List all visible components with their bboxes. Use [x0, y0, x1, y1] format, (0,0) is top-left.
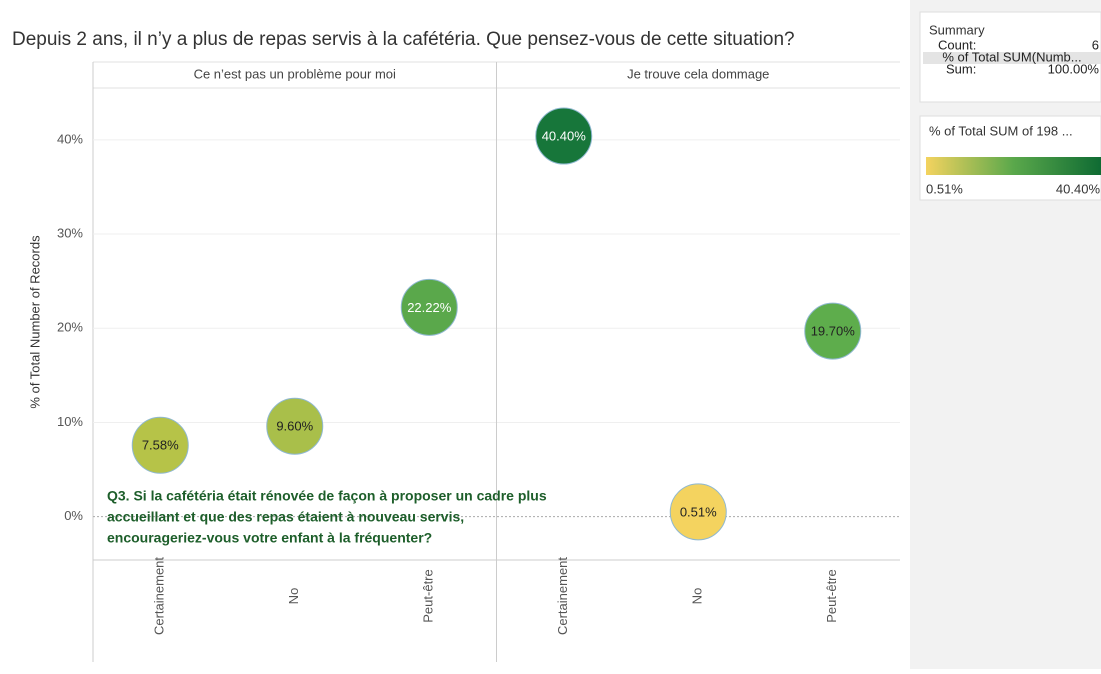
summary-label: % of Total SUM(Numb...: [942, 49, 1081, 64]
summary-label: Sum:: [946, 61, 976, 76]
y-tick-label: 20%: [57, 320, 83, 335]
data-label: 7.58%: [142, 438, 179, 453]
bubble: [266, 397, 324, 455]
data-label: 22.22%: [407, 300, 452, 315]
summary-highlight: [923, 52, 1101, 64]
annotation: accueillant et que des repas étaient à n…: [107, 509, 464, 525]
legend-title: % of Total SUM of 198 ...: [929, 123, 1073, 138]
x-tick-label: Certainement: [152, 557, 167, 635]
y-tick-label: 0%: [64, 508, 83, 523]
annotation: Q3. Si la cafétéria était rénovée de faç…: [107, 488, 547, 504]
x-tick-label: Peut-être: [824, 569, 839, 622]
x-tick-label: No: [690, 588, 705, 605]
bubble: [131, 416, 189, 474]
x-tick-label: Peut-être: [421, 569, 436, 622]
bubble: [669, 483, 727, 541]
chart-title: Depuis 2 ans, il n’y a plus de repas ser…: [12, 29, 795, 50]
panel-header: Ce n’est pas un problème pour moi: [194, 66, 396, 81]
annotation: encourageriez-vous votre enfant à la fré…: [107, 530, 432, 546]
x-tick-label: No: [286, 588, 301, 605]
bubble: [400, 278, 458, 336]
legend-bar: [926, 157, 1101, 175]
data-label: 19.70%: [811, 324, 856, 339]
legend-max: 40.40%: [1056, 181, 1101, 196]
data-label: 0.51%: [680, 504, 717, 519]
y-axis-title: % of Total Number of Records: [27, 235, 42, 409]
legend-min: 0.51%: [926, 181, 963, 196]
summary-title: Summary: [929, 22, 985, 37]
data-label: 40.40%: [542, 128, 587, 143]
bubble: [535, 107, 593, 165]
y-tick-label: 10%: [57, 414, 83, 429]
panel-header: Je trouve cela dommage: [627, 66, 769, 81]
x-tick-label: Certainement: [555, 557, 570, 635]
y-tick-label: 40%: [57, 131, 83, 146]
summary-value: 100.00%: [1048, 61, 1100, 76]
bubble: [804, 302, 862, 360]
y-tick-label: 30%: [57, 225, 83, 240]
sidebar: [910, 0, 1101, 669]
data-label: 9.60%: [276, 419, 313, 434]
summary-label: Count:: [938, 37, 976, 52]
summary-value: 6: [1092, 37, 1099, 52]
